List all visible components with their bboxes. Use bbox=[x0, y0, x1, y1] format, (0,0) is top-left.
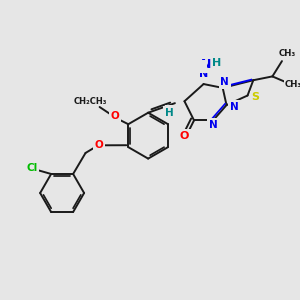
Text: N: N bbox=[220, 77, 229, 87]
Text: N: N bbox=[230, 102, 239, 112]
Text: N: N bbox=[199, 70, 208, 80]
Text: CH₃: CH₃ bbox=[285, 80, 300, 88]
Text: CH₃: CH₃ bbox=[279, 49, 296, 58]
Text: H: H bbox=[167, 107, 176, 117]
Text: O: O bbox=[110, 111, 119, 121]
Text: H: H bbox=[165, 108, 173, 118]
Text: O: O bbox=[94, 140, 103, 150]
Text: H: H bbox=[212, 58, 222, 68]
Text: N: N bbox=[209, 120, 218, 130]
Text: O: O bbox=[180, 131, 189, 141]
Text: imino: imino bbox=[178, 60, 206, 69]
Text: iminN: iminN bbox=[198, 66, 202, 67]
Text: Cl: Cl bbox=[26, 163, 38, 173]
Text: N: N bbox=[201, 58, 212, 71]
Text: S: S bbox=[251, 92, 259, 102]
Text: CH₂CH₃: CH₂CH₃ bbox=[74, 97, 107, 106]
